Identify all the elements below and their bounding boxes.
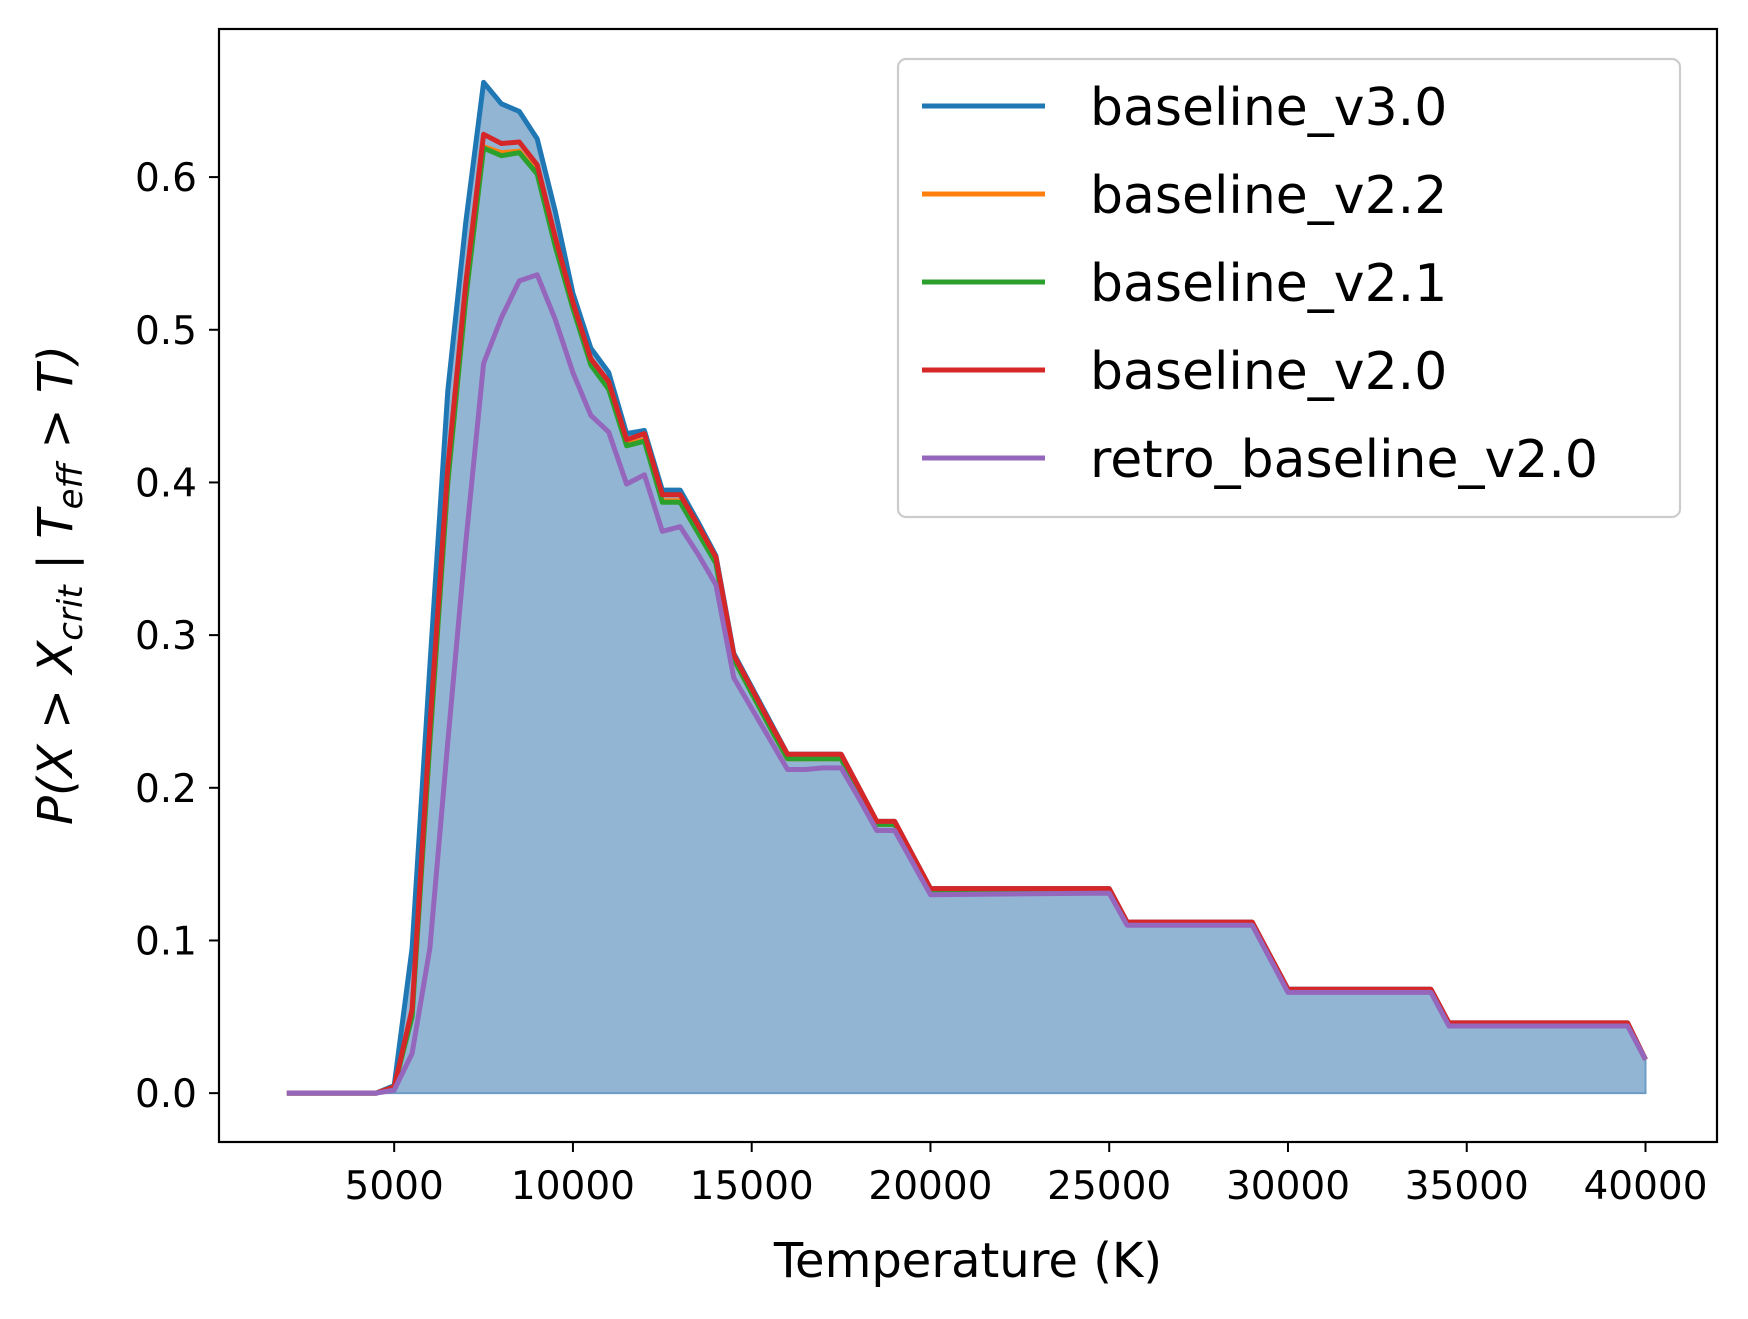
y-axis-title-mid: | T (28, 506, 84, 586)
x-tick-label: 40000 (1583, 1164, 1707, 1209)
y-axis-title-suffix: > T) (28, 345, 84, 464)
y-axis-title-sub1: crit (51, 584, 91, 641)
series-line-retro-baseline-v2-0 (286, 272, 1648, 1096)
x-tick-label: 15000 (690, 1164, 814, 1209)
y-tick-label: 0.0 (135, 1072, 197, 1117)
x-tick-label: 35000 (1405, 1164, 1529, 1209)
plot-frame (217, 27, 1719, 1144)
x-tick-label: 5000 (345, 1164, 444, 1209)
y-tick-label: 0.5 (135, 309, 197, 354)
x-tick-label: 10000 (511, 1164, 635, 1209)
x-tick-label: 20000 (868, 1164, 992, 1209)
y-tick-label: 0.6 (135, 156, 197, 201)
x-tick-label: 30000 (1226, 1164, 1350, 1209)
legend-box (896, 57, 1682, 519)
x-tick-label: 25000 (1047, 1164, 1171, 1209)
legend-label: baseline_v3.0 (1090, 78, 1447, 138)
legend-label: baseline_v2.2 (1090, 166, 1447, 226)
series-line-baseline-v2-0 (286, 131, 1648, 1096)
y-tick-label: 0.1 (135, 919, 197, 964)
legend-label: baseline_v2.1 (1090, 254, 1447, 314)
y-axis-title-sub2: eff (51, 460, 91, 509)
y-axis: 0.0 0.1 0.2 0.3 0.4 0.5 0.6 (135, 156, 219, 1117)
x-axis-title: Temperature (K) (773, 1233, 1162, 1289)
legend-label: retro_baseline_v2.0 (1090, 430, 1598, 490)
x-axis: 5000 10000 15000 20000 25000 30000 35000 40000 (345, 1142, 1708, 1209)
series-lines (286, 79, 1648, 1096)
y-axis-title-prefix: P(X > X (28, 640, 84, 825)
legend: baseline_v3.0 baseline_v2.2 baseline_v2.1b… (896, 57, 1682, 519)
y-tick-label: 0.2 (135, 767, 197, 812)
y-tick-label: 0.4 (135, 461, 197, 506)
y-tick-label: 0.3 (135, 614, 197, 659)
y-axis-title: P(X > Xcrit | Teff > T) (28, 345, 91, 825)
legend-label: baseline_v2.0 (1090, 342, 1447, 402)
